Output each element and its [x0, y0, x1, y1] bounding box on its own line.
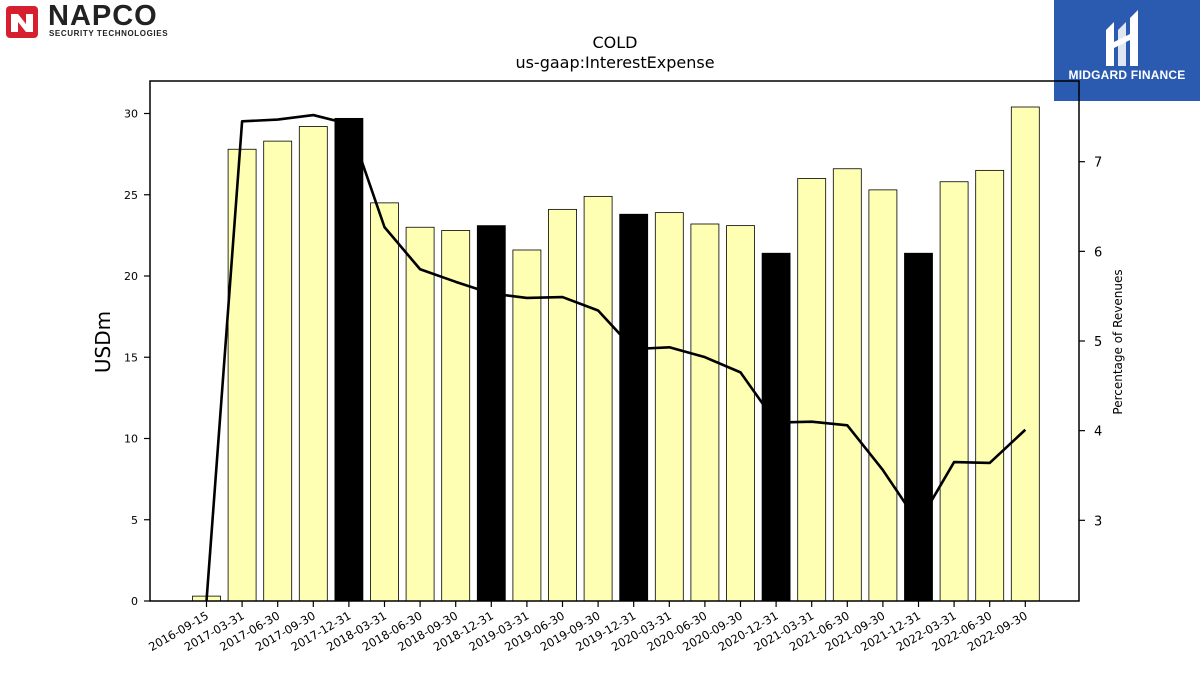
bar-2020-09-30 [726, 225, 755, 602]
y-tick-label-15: 15 [124, 351, 138, 364]
bar-2020-03-31 [654, 212, 684, 602]
napco-tagline: SECURITY TECHNOLOGIES [49, 29, 169, 38]
y-tick-label-10: 10 [124, 433, 138, 446]
y2-tick-label-6: 6 [1094, 245, 1102, 260]
y-tick-label-25: 25 [124, 189, 138, 202]
chart-subtitle: us-gaap:InterestExpense [515, 53, 714, 72]
bar-2021-06-30 [832, 168, 862, 602]
bar-2019-03-31 [512, 249, 542, 602]
y-tick-label-30: 30 [124, 108, 138, 121]
bar-2018-03-31 [370, 202, 399, 602]
plot-frame [149, 80, 1080, 602]
bar-2017-12-31 [334, 117, 364, 602]
bar-2019-09-30 [583, 195, 613, 602]
midgard-finance-logo: MIDGARD FINANCE [1054, 0, 1200, 101]
bar-2021-03-31 [797, 178, 827, 602]
y-tick-label-20: 20 [124, 270, 138, 283]
bar-2019-06-30 [548, 208, 577, 602]
bar-2018-09-30 [441, 230, 471, 602]
y2-axis-label: Percentage of Revenues [1111, 269, 1125, 414]
y2-tick-label-3: 3 [1094, 514, 1102, 529]
bar-2017-09-30 [298, 126, 328, 602]
bar-2022-03-31 [939, 181, 969, 602]
bar-series [192, 106, 1040, 602]
line-series [205, 113, 1027, 602]
bar-2018-12-31 [476, 225, 506, 602]
bar-2021-12-31 [904, 252, 933, 602]
midgard-monogram-icon [1106, 10, 1138, 66]
y-tick-label-0: 0 [131, 595, 138, 608]
bar-2019-12-31 [619, 213, 649, 602]
bar-2021-09-30 [868, 189, 898, 602]
bar-2017-06-30 [263, 140, 293, 602]
chart-title: COLD [593, 33, 638, 52]
bar-2017-03-31 [227, 148, 257, 602]
y-tick-label-5: 5 [131, 514, 138, 527]
percentage-line [205, 113, 1027, 602]
y2-tick-label-4: 4 [1094, 425, 1102, 440]
y2-tick-label-5: 5 [1094, 335, 1102, 350]
bar-2022-06-30 [975, 169, 1005, 602]
napco-logo-mark-icon [6, 6, 38, 38]
bar-2020-12-31 [761, 252, 791, 602]
bar-2020-06-30 [690, 223, 720, 602]
midgard-wordmark: MIDGARD FINANCE [1068, 68, 1186, 82]
bar-2022-09-30 [1010, 106, 1040, 602]
napco-logo: NAPCO SECURITY TECHNOLOGIES [4, 0, 210, 40]
bar-2018-06-30 [405, 226, 435, 602]
y2-tick-label-7: 7 [1094, 156, 1102, 171]
y-axis-label: USDm [91, 311, 115, 373]
napco-wordmark: NAPCO [48, 0, 158, 32]
